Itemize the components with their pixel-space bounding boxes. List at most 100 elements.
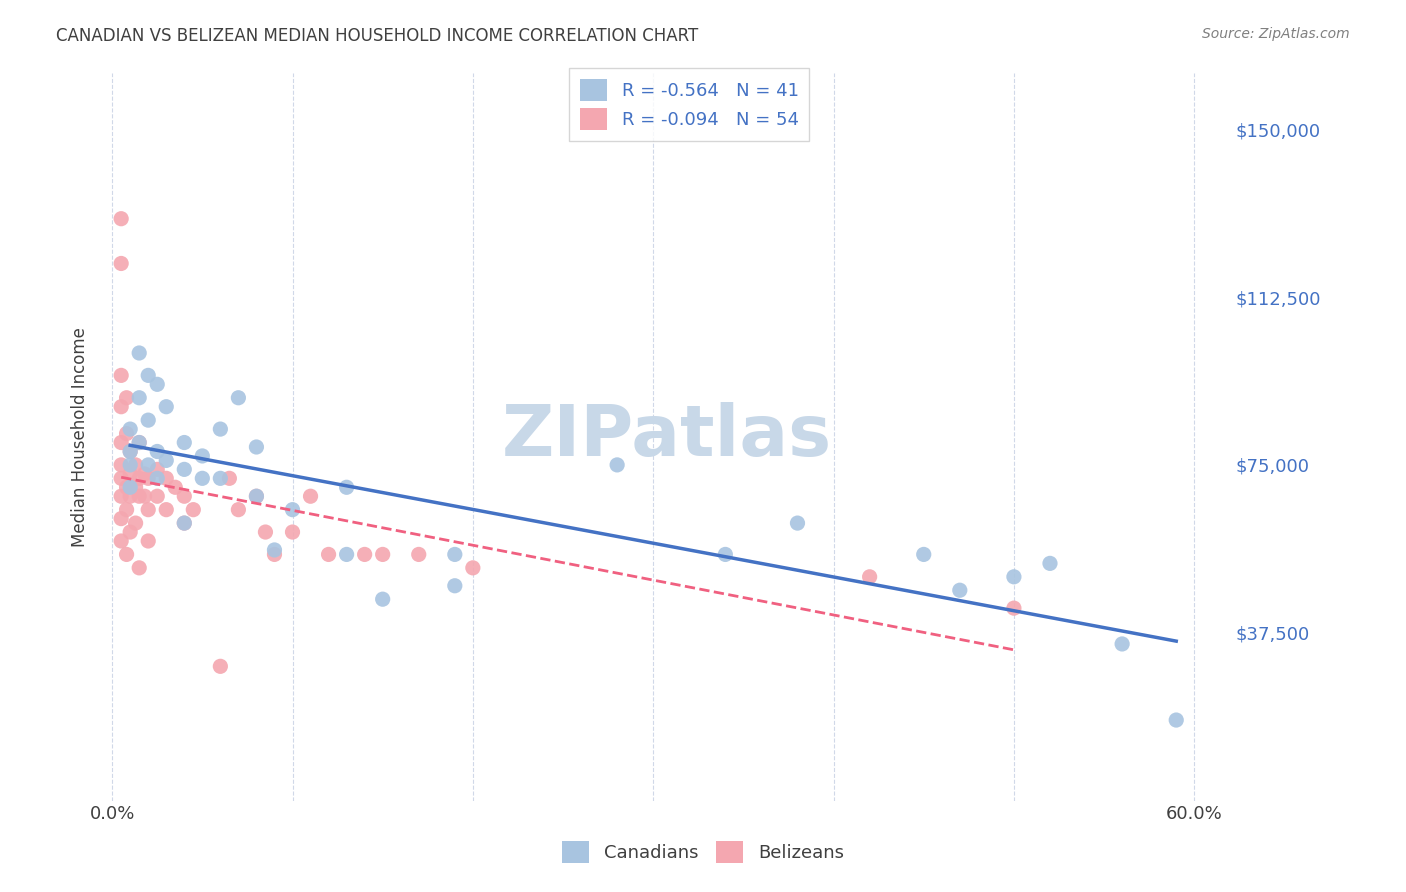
Point	[245, 489, 267, 503]
Point	[128, 435, 150, 450]
Point	[1166, 713, 1188, 727]
Point	[408, 548, 430, 562]
Point	[209, 422, 232, 436]
Point	[173, 516, 195, 530]
Point	[318, 548, 340, 562]
Point	[209, 659, 232, 673]
Point	[209, 471, 232, 485]
Point	[110, 368, 132, 383]
Point	[115, 548, 138, 562]
Y-axis label: Median Household Income: Median Household Income	[72, 327, 89, 547]
Point	[155, 502, 177, 516]
Point	[1039, 557, 1062, 571]
Point	[124, 458, 146, 472]
Point	[218, 471, 240, 485]
Point	[134, 489, 156, 503]
Point	[124, 516, 146, 530]
Point	[110, 400, 132, 414]
Point	[191, 449, 214, 463]
Point	[859, 570, 882, 584]
Point	[443, 579, 465, 593]
Point	[146, 489, 169, 503]
Point	[181, 502, 204, 516]
Point	[136, 471, 159, 485]
Point	[165, 480, 187, 494]
Point	[228, 502, 250, 516]
Point	[606, 458, 628, 472]
Point	[461, 561, 484, 575]
Point	[136, 533, 159, 548]
Point	[1111, 637, 1133, 651]
Point	[128, 346, 150, 360]
Legend: R = -0.564   N = 41, R = -0.094   N = 54: R = -0.564 N = 41, R = -0.094 N = 54	[569, 68, 810, 141]
Point	[124, 480, 146, 494]
Point	[146, 444, 169, 458]
Text: Source: ZipAtlas.com: Source: ZipAtlas.com	[1202, 27, 1350, 41]
Point	[336, 548, 359, 562]
Point	[115, 480, 138, 494]
Point	[120, 524, 142, 539]
Point	[120, 444, 142, 458]
Point	[128, 561, 150, 575]
Point	[146, 377, 169, 392]
Point	[228, 391, 250, 405]
Point	[912, 548, 935, 562]
Point	[299, 489, 322, 503]
Point	[115, 502, 138, 516]
Point	[110, 511, 132, 525]
Point	[110, 489, 132, 503]
Point	[120, 458, 142, 472]
Point	[110, 256, 132, 270]
Text: ZIPatlas: ZIPatlas	[502, 402, 832, 472]
Point	[786, 516, 808, 530]
Point	[263, 548, 285, 562]
Point	[128, 471, 150, 485]
Point	[136, 458, 159, 472]
Point	[155, 453, 177, 467]
Point	[110, 211, 132, 226]
Point	[110, 458, 132, 472]
Point	[949, 583, 972, 598]
Point	[115, 426, 138, 441]
Point	[155, 471, 177, 485]
Point	[134, 467, 156, 481]
Point	[443, 548, 465, 562]
Point	[371, 548, 394, 562]
Point	[110, 471, 132, 485]
Point	[191, 471, 214, 485]
Point	[120, 489, 142, 503]
Point	[128, 435, 150, 450]
Point	[1002, 601, 1025, 615]
Point	[115, 391, 138, 405]
Point	[155, 400, 177, 414]
Point	[1002, 570, 1025, 584]
Point	[110, 435, 132, 450]
Point	[120, 422, 142, 436]
Point	[136, 413, 159, 427]
Legend: Canadians, Belizeans: Canadians, Belizeans	[551, 830, 855, 874]
Point	[128, 391, 150, 405]
Point	[120, 480, 142, 494]
Point	[136, 368, 159, 383]
Point	[714, 548, 737, 562]
Point	[146, 462, 169, 476]
Point	[371, 592, 394, 607]
Point	[120, 467, 142, 481]
Point	[245, 489, 267, 503]
Point	[281, 524, 304, 539]
Point	[110, 533, 132, 548]
Point	[120, 444, 142, 458]
Point	[173, 435, 195, 450]
Point	[146, 471, 169, 485]
Point	[254, 524, 277, 539]
Point	[128, 489, 150, 503]
Point	[173, 462, 195, 476]
Point	[173, 516, 195, 530]
Point	[281, 502, 304, 516]
Point	[353, 548, 375, 562]
Point	[245, 440, 267, 454]
Point	[263, 543, 285, 558]
Point	[336, 480, 359, 494]
Point	[173, 489, 195, 503]
Text: CANADIAN VS BELIZEAN MEDIAN HOUSEHOLD INCOME CORRELATION CHART: CANADIAN VS BELIZEAN MEDIAN HOUSEHOLD IN…	[56, 27, 699, 45]
